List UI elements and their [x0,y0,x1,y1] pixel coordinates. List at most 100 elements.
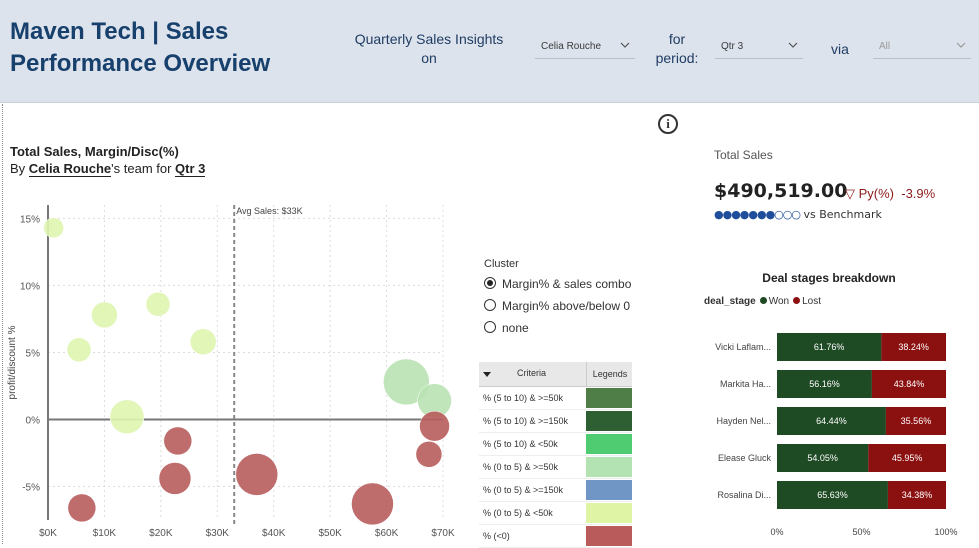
period-dropdown[interactable]: Qtr 3 [715,35,803,59]
scatter-point [91,301,118,329]
sort-icon[interactable] [483,370,491,380]
x-tick-label: $60K [375,528,399,539]
criteria-label: % (<0) [483,531,510,541]
category-label: Vicki Laflam... [715,342,771,352]
legend-swatch [586,526,632,546]
criteria-label: % (5 to 10) & <50k [483,439,558,449]
legend-lost[interactable]: Lost [802,296,821,307]
criteria-col-header[interactable]: Criteria [517,368,547,378]
cluster-option-none[interactable]: none [484,321,529,337]
criteria-row: % (0 to 5) & <50k [479,502,632,525]
cluster-option-combo[interactable]: Margin% & sales combo [484,277,631,293]
subtitle-agent-link[interactable]: Celia Rouche [28,161,112,177]
y-tick-label: 0% [26,415,41,426]
legends-col-header[interactable]: Legends [586,362,633,386]
data-label: 34.38% [902,490,933,500]
y-tick-label: -5% [22,482,40,493]
subtitle-mid: 's team for [111,161,176,176]
period-label-line-2: period: [655,50,699,66]
scatter-point [419,410,450,442]
legend-swatch [586,503,632,523]
x-tick-label: 100% [934,527,957,537]
criteria-row: % (0 to 5) & >=150k [479,479,632,502]
criteria-label: % (5 to 10) & >=150k [483,416,569,426]
scatter-point [158,462,192,495]
period-dropdown-value: Qtr 3 [721,41,744,52]
info-icon[interactable]: i [658,114,678,134]
scatter-chart: 15% 10% 5% 0% -5% $0K $10K $20K $30K $40K $50K $60K… [7,205,455,539]
category-label: Hayden Nel... [716,416,771,426]
via-label: via [831,41,849,57]
legend-swatch [586,457,632,477]
lost-dot-icon [793,297,801,304]
cluster-option-above-below[interactable]: Margin% above/below 0 [484,299,630,315]
criteria-label: % (0 to 5) & <50k [483,508,553,518]
won-dot-icon [759,297,767,304]
radio-selected-icon [484,277,496,289]
scatter-subtitle: By Celia Rouche's team for Qtr 3 [10,161,206,177]
cluster-option-label: Margin% & sales combo [502,277,632,291]
x-tick-label: $10K [93,528,117,539]
data-label: 56.16% [809,379,840,389]
scatter-point [235,453,279,496]
agent-dropdown-value: Celia Rouche [541,41,602,52]
scatter-point [383,358,430,406]
py-value: -3.9% [901,186,936,201]
radio-icon [484,299,496,311]
x-tick-label: 0% [770,527,783,537]
lost-bar [885,407,946,435]
chevron-down-icon [619,39,631,54]
title-line-1: Maven Tech | Sales [10,18,229,45]
insights-label: Quarterly Sales Insights on [350,30,508,68]
benchmark-label: vs Benchmark [799,208,882,221]
x-tick-label: $30K [206,528,230,539]
x-tick-label: $70K [431,528,455,539]
category-label: Elease Gluck [718,453,772,463]
criteria-header: Criteria Legends [479,362,632,387]
won-bar [777,444,869,472]
kpi-label: Total Sales [714,148,773,162]
cluster-option-label: none [502,321,529,335]
scatter-point [351,482,394,526]
cluster-title: Cluster [484,258,519,270]
x-tick-label: 50% [852,527,870,537]
subtitle-period-link[interactable]: Qtr 3 [175,161,206,177]
radio-icon [484,321,496,333]
via-dropdown-value: All [879,41,891,52]
benchmark-dots-icon: ●●●●●●●○○○ [714,208,801,221]
legend-swatch [586,388,632,408]
via-dropdown[interactable]: All [873,35,971,59]
cluster-option-label: Margin% above/below 0 [502,299,631,313]
won-bar [777,407,886,435]
period-label: for period: [646,30,708,68]
legend-swatch [586,480,632,500]
scatter-point [66,337,92,363]
criteria-table: Criteria Legends % (5 to 10) & >=50k % (5… [479,362,632,548]
title-line-2: Performance Overview [10,50,271,77]
legend-swatch [586,434,632,454]
avg-sales-label: Avg Sales: $33K [236,206,302,216]
criteria-label: % (5 to 10) & >=50k [483,393,564,403]
lost-bar [881,333,946,361]
data-label: 65.63% [817,490,848,500]
criteria-row: % (5 to 10) & <50k [479,433,632,456]
data-label: 64.44% [816,416,847,426]
data-label: 61.76% [814,342,845,352]
y-axis-label: profit/discount % [7,325,18,399]
scatter-point [189,328,217,355]
deal-chart-title: Deal stages breakdown [762,271,896,285]
criteria-row: % (5 to 10) & >=150k [479,410,632,433]
scatter-point [109,399,145,435]
deal-legend: deal_stage Won Lost [704,296,821,307]
agent-dropdown[interactable]: Celia Rouche [535,35,635,59]
criteria-row: % (5 to 10) & >=50k [479,387,632,410]
legend-won[interactable]: Won [768,296,790,307]
data-label: 54.05% [807,453,838,463]
category-label: Markita Ha... [720,379,771,389]
criteria-row: % (0 to 5) & >=50k [479,456,632,479]
lost-bar [887,481,947,509]
x-tick-label: $0K [39,528,57,539]
page-title: Maven Tech | Sales Performance Overview [10,16,270,80]
x-tick-label: $50K [318,528,342,539]
criteria-label: % (0 to 5) & >=50k [483,462,559,472]
